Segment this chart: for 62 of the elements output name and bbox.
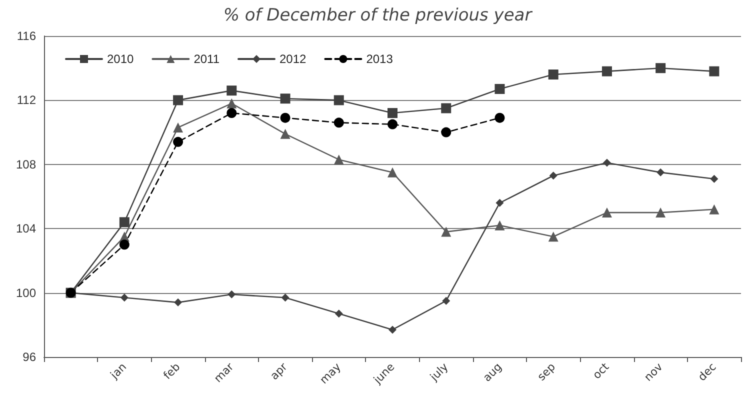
x-tick-label: oct [590, 360, 612, 382]
point [228, 290, 236, 298]
point [120, 294, 128, 302]
x-tick-label: jan [107, 360, 130, 382]
x-tick-label: dec [696, 360, 719, 384]
y-tick-label: 100 [16, 286, 36, 300]
point [496, 198, 504, 207]
point [709, 66, 720, 76]
point [281, 294, 290, 302]
point [388, 167, 398, 178]
point [173, 122, 184, 132]
legend-label: 2013 [366, 52, 394, 66]
y-tick-label: 104 [16, 222, 36, 236]
x-tick-label: apr [268, 360, 290, 382]
point [656, 208, 666, 218]
point [334, 118, 344, 128]
point [709, 204, 720, 214]
point [173, 136, 184, 147]
y-tick-label: 112 [16, 93, 36, 108]
point [388, 119, 398, 130]
point [602, 208, 612, 218]
legend-label: 2011 [194, 52, 220, 66]
point [334, 154, 344, 165]
point [119, 240, 130, 250]
point [226, 98, 237, 108]
point [280, 112, 290, 123]
point [442, 296, 450, 305]
point [494, 84, 505, 94]
point [656, 63, 666, 74]
point [226, 108, 237, 118]
point [441, 127, 452, 138]
y-tick-label: 108 [16, 157, 36, 172]
point [602, 66, 612, 76]
point [602, 158, 611, 167]
point [334, 310, 343, 318]
point [548, 70, 558, 80]
legend-label: 2012 [280, 52, 307, 66]
x-tick-label: sep [534, 360, 558, 384]
point [388, 326, 396, 334]
point [656, 168, 665, 176]
y-tick-label: 96 [22, 350, 36, 364]
point [549, 172, 558, 180]
x-tick-label: feb [160, 360, 183, 382]
y-tick-label: 116 [16, 29, 36, 43]
legend-label: 2010 [107, 52, 134, 66]
point [119, 217, 130, 228]
point [548, 232, 558, 242]
point [494, 112, 505, 123]
point [280, 94, 290, 104]
point [334, 95, 344, 106]
point [710, 174, 718, 183]
x-tick-label: nov [642, 360, 666, 384]
chart-title: % of December of the previous year [223, 6, 533, 26]
point [388, 108, 398, 118]
point [280, 128, 290, 139]
point [226, 86, 237, 96]
point [441, 226, 452, 237]
point [494, 220, 505, 230]
x-tick-label: aug [480, 360, 504, 384]
point [173, 95, 184, 106]
point [174, 298, 182, 306]
point [441, 103, 452, 114]
